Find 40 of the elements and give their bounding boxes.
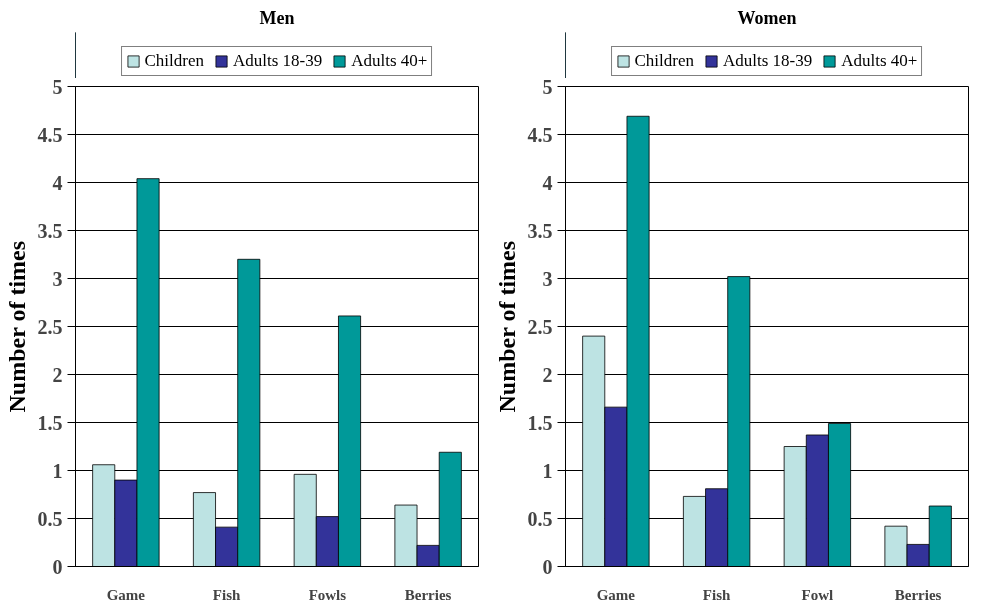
- y-tick-label: 5: [52, 75, 63, 98]
- legend-label: Adults 18-39: [723, 51, 813, 71]
- y-tick-label: 2.5: [527, 315, 553, 338]
- y-tick-label: 1.5: [527, 411, 553, 434]
- legend-label: Adults 40+: [351, 51, 428, 71]
- y-axis-title: Number of times: [493, 240, 520, 413]
- y-tick-label: 3: [52, 267, 63, 290]
- y-tick-label: 2: [542, 363, 553, 386]
- y-tick-label: 1.5: [37, 411, 63, 434]
- x-tick-label: Game: [596, 586, 636, 603]
- legend-label: Children: [144, 51, 205, 71]
- y-tick-label: 3.5: [37, 219, 63, 242]
- y-tick-label: 4.5: [37, 123, 63, 146]
- y-tick-label: 3: [542, 267, 553, 290]
- y-tick-label: 4.5: [527, 123, 553, 146]
- x-tick-label: Fish: [212, 586, 242, 603]
- chart-title: Women: [737, 7, 797, 28]
- x-tick-label: Fowls: [308, 586, 347, 603]
- y-tick-label: 4: [542, 171, 553, 194]
- y-tick-label: 0.5: [527, 507, 553, 530]
- y-axis-title: Number of times: [3, 240, 30, 413]
- y-tick-label: 2: [52, 363, 63, 386]
- y-tick-label: 4: [52, 171, 63, 194]
- legend-label: Children: [634, 51, 695, 71]
- y-tick-label: 0.5: [37, 507, 63, 530]
- y-tick-label: 3.5: [527, 219, 553, 242]
- y-tick-label: 1: [52, 459, 63, 482]
- legend-label: Adults 18-39: [233, 51, 323, 71]
- legend-label: Adults 40+: [841, 51, 918, 71]
- y-tick-label: 0: [542, 555, 553, 578]
- chart-title: Men: [259, 7, 295, 28]
- x-tick-label: Berries: [404, 586, 452, 603]
- y-tick-label: 0: [52, 555, 63, 578]
- x-tick-label: Fish: [702, 586, 732, 603]
- x-tick-label: Berries: [894, 586, 942, 603]
- y-tick-label: 1: [542, 459, 553, 482]
- y-tick-label: 2.5: [37, 315, 63, 338]
- x-tick-label: Fowl: [801, 586, 834, 603]
- y-tick-label: 5: [542, 75, 553, 98]
- x-tick-label: Game: [106, 586, 146, 603]
